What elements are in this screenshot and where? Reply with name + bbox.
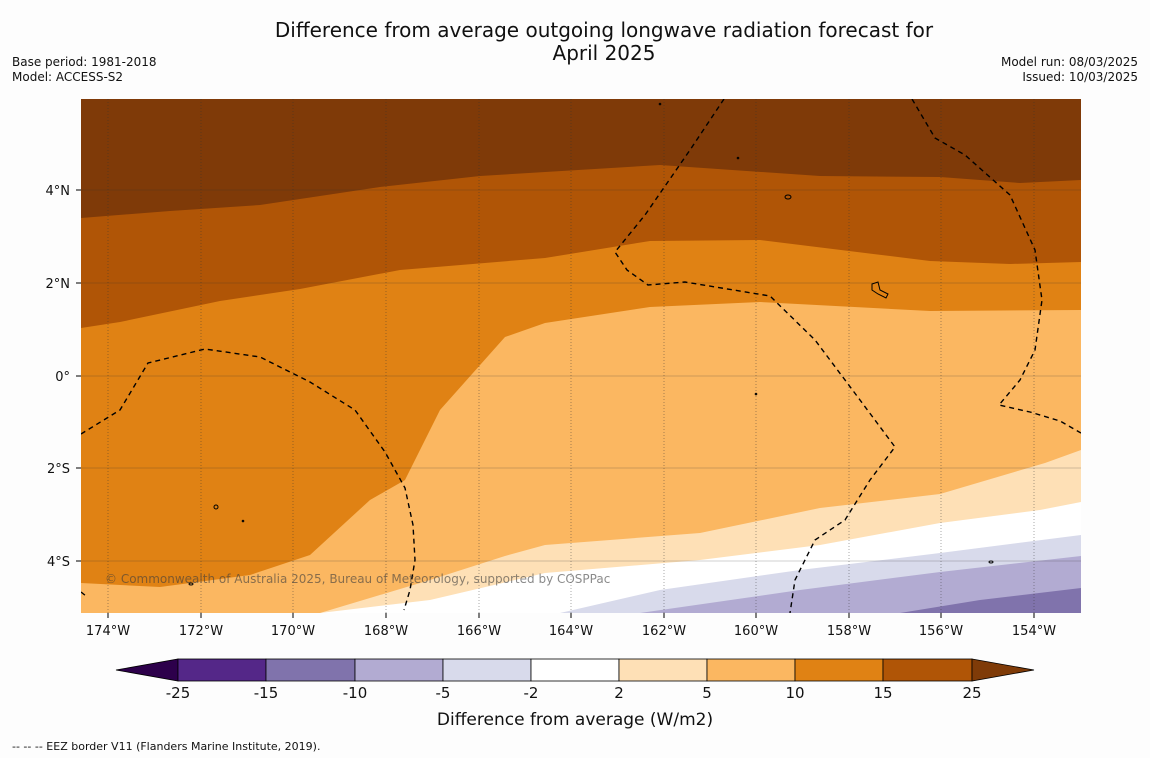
band-neg-15-to-neg-10 <box>900 588 1081 613</box>
x-tick-label: 170°W <box>271 624 315 639</box>
colorbar-over-triangle <box>971 658 1035 682</box>
y-tick-label: 2°N <box>46 277 71 292</box>
title-line-2: April 2025 <box>552 41 656 65</box>
colorbar-tick-label: 10 <box>785 684 805 702</box>
colorbar-segment <box>530 658 620 682</box>
colorbar-tick-label: -2 <box>523 684 539 702</box>
x-tick-label: 174°W <box>86 624 130 639</box>
x-tick-label: 164°W <box>549 624 593 639</box>
run-info: Model run: 08/03/2025 Issued: 10/03/2025 <box>1001 55 1138 85</box>
map-title: Difference from average outgoing longwav… <box>230 19 978 65</box>
colorbar-segment <box>794 658 884 682</box>
x-axis-ticks <box>107 613 1035 618</box>
y-tick-label: 0° <box>55 370 70 385</box>
y-tick-label: 4°N <box>46 184 71 199</box>
issued-date: Issued: 10/03/2025 <box>1022 70 1138 84</box>
model-name: Model: ACCESS-S2 <box>12 70 124 84</box>
copyright-credit: © Commonwealth of Australia 2025, Bureau… <box>105 572 611 586</box>
colorbar-tick-label: 5 <box>702 684 712 702</box>
band-neg-10-to-neg-5 <box>640 556 1081 613</box>
x-tick-label: 156°W <box>919 624 963 639</box>
eez-borders <box>81 99 1081 613</box>
y-tick-label: 4°S <box>47 555 70 570</box>
colorbar-tick-label: -5 <box>435 684 451 702</box>
colorbar-tick-label: 25 <box>962 684 982 702</box>
x-tick-label: 154°W <box>1012 624 1056 639</box>
eez-footnote: -- -- -- EEZ border V11 (Flanders Marine… <box>12 740 321 753</box>
x-tick-label: 160°W <box>734 624 778 639</box>
x-tick-label: 166°W <box>457 624 501 639</box>
colorbar-tick-label: -10 <box>342 684 368 702</box>
x-tick-label: 172°W <box>179 624 223 639</box>
model-info: Base period: 1981-2018 Model: ACCESS-S2 <box>12 55 157 85</box>
islands <box>188 102 994 586</box>
colorbar-title: Difference from average (W/m2) <box>436 710 714 730</box>
base-period: Base period: 1981-2018 <box>12 55 157 69</box>
x-tick-label: 168°W <box>364 624 408 639</box>
colorbar-segment <box>354 658 444 682</box>
colorbar <box>115 658 1035 682</box>
y-axis-ticks <box>76 189 81 562</box>
colorbar-tick-label: -15 <box>253 684 279 702</box>
x-tick-label: 162°W <box>642 624 686 639</box>
colorbar-segment <box>706 658 796 682</box>
x-tick-label: 158°W <box>827 624 871 639</box>
colorbar-under-triangle <box>115 658 179 682</box>
model-run: Model run: 08/03/2025 <box>1000 55 1138 69</box>
title-line-1: Difference from average outgoing longwav… <box>274 18 934 42</box>
band-above-25 <box>81 99 1081 218</box>
x-axis-labels: 174°W 172°W 170°W 168°W 166°W 164°W 162°… <box>86 624 1056 639</box>
latitude-lines <box>81 189 1081 562</box>
colorbar-segment <box>265 658 356 682</box>
anomaly-map <box>81 99 1081 613</box>
colorbar-segment <box>442 658 532 682</box>
colorbar-tick-label: 2 <box>614 684 624 702</box>
y-tick-label: 2°S <box>47 462 70 477</box>
colorbar-segment <box>882 658 973 682</box>
colorbar-segment <box>618 658 708 682</box>
y-axis-labels: 4°N 2°N 0° 2°S 4°S <box>46 184 71 570</box>
colorbar-tick-label: 15 <box>873 684 893 702</box>
colorbar-segment <box>177 658 267 682</box>
colorbar-tick-label: -25 <box>165 684 191 702</box>
